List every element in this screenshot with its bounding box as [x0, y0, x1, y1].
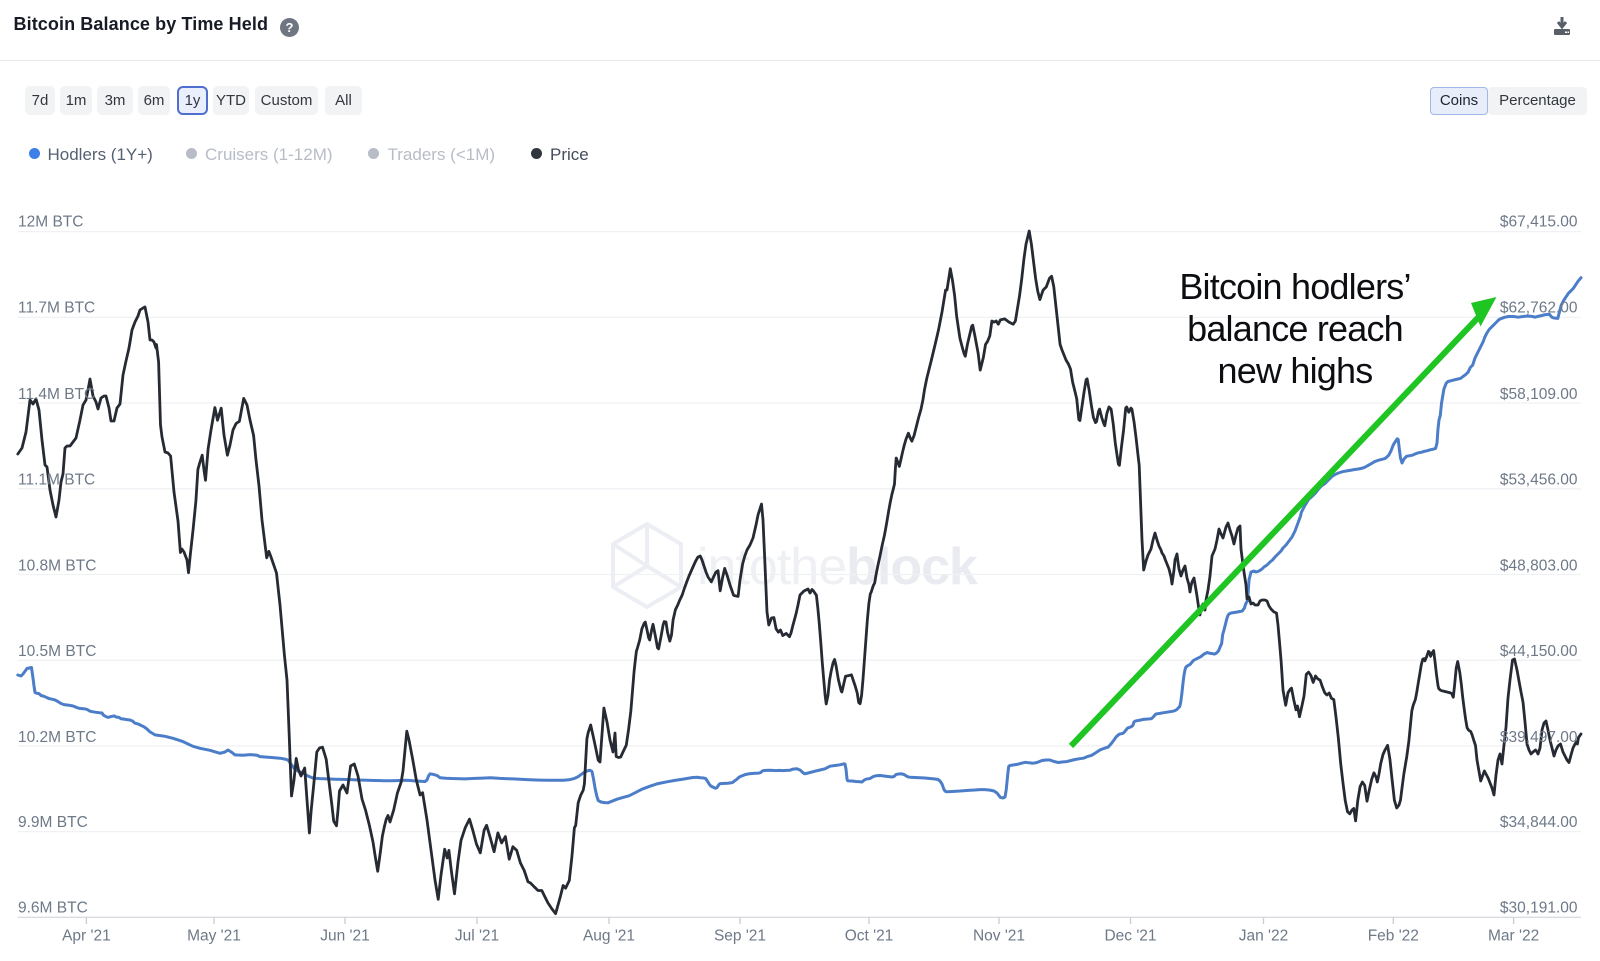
svg-text:Jun '21: Jun '21 — [320, 928, 370, 945]
svg-text:Feb '22: Feb '22 — [1368, 928, 1419, 945]
svg-text:Apr '21: Apr '21 — [62, 928, 111, 945]
svg-text:May '21: May '21 — [187, 928, 241, 945]
svg-text:$53,456.00: $53,456.00 — [1500, 472, 1578, 489]
svg-text:9.6M BTC: 9.6M BTC — [18, 900, 88, 917]
svg-text:Dec '21: Dec '21 — [1104, 928, 1156, 945]
svg-text:intotheblock: intotheblock — [697, 538, 978, 596]
svg-text:11.7M BTC: 11.7M BTC — [18, 300, 95, 317]
svg-text:$39,497.00: $39,497.00 — [1500, 729, 1578, 746]
svg-text:$34,844.00: $34,844.00 — [1500, 814, 1578, 831]
svg-text:$30,191.00: $30,191.00 — [1500, 900, 1578, 917]
svg-text:Nov '21: Nov '21 — [973, 928, 1025, 945]
svg-text:$67,415.00: $67,415.00 — [1500, 214, 1578, 231]
svg-text:10.2M BTC: 10.2M BTC — [18, 729, 96, 746]
svg-text:$44,150.00: $44,150.00 — [1500, 643, 1578, 660]
svg-text:10.8M BTC: 10.8M BTC — [18, 558, 96, 575]
svg-text:10.5M BTC: 10.5M BTC — [18, 643, 96, 660]
svg-text:11.1M BTC: 11.1M BTC — [18, 472, 95, 489]
svg-text:9.9M BTC: 9.9M BTC — [18, 814, 88, 831]
svg-text:Jul '21: Jul '21 — [455, 928, 499, 945]
svg-text:Sep '21: Sep '21 — [714, 928, 766, 945]
svg-text:Jan '22: Jan '22 — [1239, 928, 1289, 945]
svg-text:$58,109.00: $58,109.00 — [1500, 386, 1578, 403]
svg-text:12M BTC: 12M BTC — [18, 214, 83, 231]
svg-text:Aug '21: Aug '21 — [583, 928, 635, 945]
svg-text:$48,803.00: $48,803.00 — [1500, 558, 1578, 575]
svg-text:11.4M BTC: 11.4M BTC — [18, 386, 95, 403]
svg-text:$62,762.00: $62,762.00 — [1500, 300, 1578, 317]
svg-text:Oct '21: Oct '21 — [845, 928, 894, 945]
svg-text:Mar '22: Mar '22 — [1488, 928, 1539, 945]
